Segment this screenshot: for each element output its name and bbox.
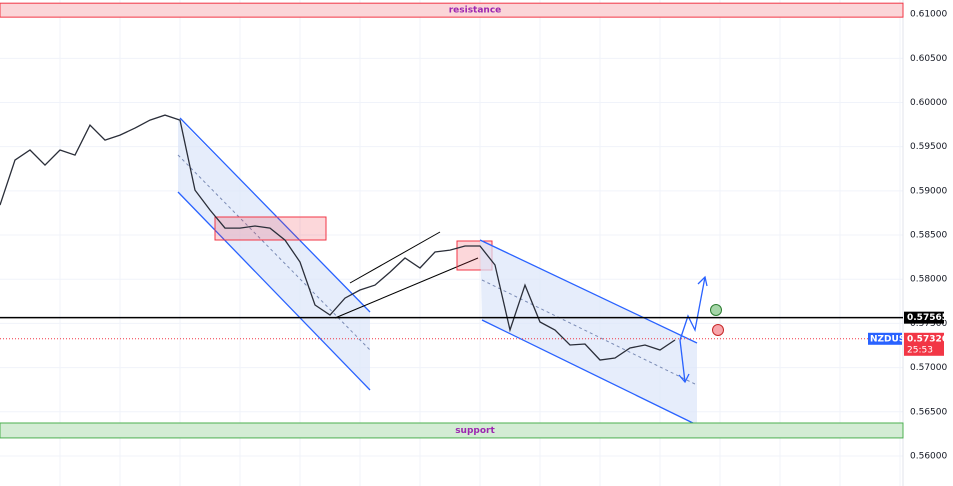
price-line — [0, 114, 676, 361]
y-tick-label: 0.57000 — [910, 363, 947, 373]
signal-up — [710, 304, 722, 316]
arrow-head — [697, 275, 708, 287]
channel-fill — [178, 118, 370, 390]
zone-label: support — [455, 426, 495, 436]
y-tick-label: 0.61000 — [910, 10, 947, 20]
y-tick-label: 0.58000 — [910, 275, 947, 285]
drawings — [177, 117, 724, 426]
channel-fill — [480, 240, 697, 425]
symbol-tag — [868, 332, 902, 345]
channel-line — [334, 257, 479, 319]
countdown: 25:53 — [907, 345, 933, 355]
grid — [0, 0, 903, 486]
signal-down — [712, 324, 724, 336]
arrow — [679, 276, 706, 341]
arrow-head — [678, 373, 690, 384]
y-tick-label: 0.59000 — [910, 186, 947, 196]
price-tag-label: 0.57326 — [907, 334, 948, 344]
zone — [0, 2, 904, 18]
channel-line — [177, 191, 371, 391]
y-tick-label: 0.56500 — [910, 407, 947, 417]
y-tick-label: 0.60500 — [910, 54, 947, 64]
y-tick-label: 0.59500 — [910, 142, 947, 152]
channel-mid — [481, 279, 698, 386]
arrow — [679, 339, 686, 383]
price-tag-label: 0.57565 — [907, 313, 948, 323]
channel-line — [349, 231, 441, 284]
y-tick-label: 0.58500 — [910, 231, 947, 241]
y-tick-label: 0.60000 — [910, 98, 947, 108]
y-tick-label: 0.56000 — [910, 451, 947, 461]
price-tag — [904, 311, 944, 324]
channel-line — [481, 319, 698, 426]
channel-line — [479, 239, 698, 344]
y-tick-label: 0.57500 — [910, 319, 947, 329]
zone — [0, 422, 904, 439]
zone-label: resistance — [449, 6, 502, 16]
channel-line — [179, 117, 371, 313]
symbol-label: NZDUSD — [870, 334, 913, 344]
price-tag — [904, 332, 944, 356]
